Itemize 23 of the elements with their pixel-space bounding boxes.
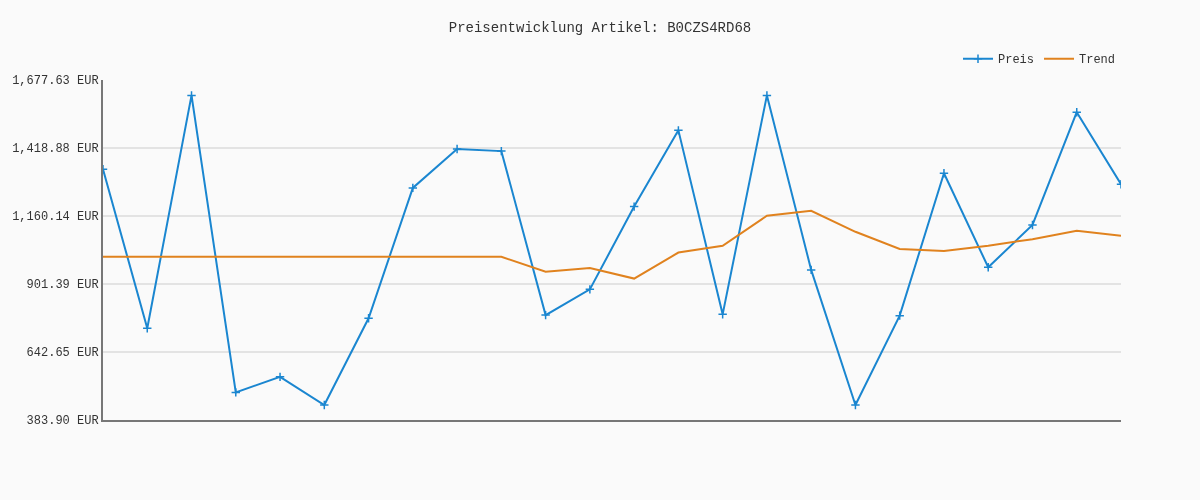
legend-label: Preis [998, 53, 1035, 68]
point [319, 400, 330, 410]
y-tick-label: 1,418.88 EUR [12, 142, 99, 157]
point [230, 387, 241, 398]
point [939, 168, 949, 179]
y-tick-label: 642.65 EUR [26, 346, 99, 361]
point [540, 310, 551, 321]
point [850, 400, 861, 410]
point [496, 146, 507, 157]
point [806, 264, 817, 275]
chart-title: Preisentwicklung Artikel: B0CZS4RD68 [448, 20, 752, 37]
point [452, 144, 463, 154]
point [1027, 220, 1038, 230]
line-series [103, 209, 1121, 280]
legend-label: Trend [1079, 53, 1116, 68]
y-tick-label: 1,677.63 EUR [12, 74, 99, 89]
point [407, 182, 418, 193]
y-tick-label: 1,160.14 EUR [12, 210, 99, 225]
y-tick-label: 383.90 EUR [26, 414, 99, 429]
point [275, 371, 285, 382]
y-tick-label: 901.39 EUR [26, 278, 99, 293]
point [629, 201, 640, 212]
point [584, 284, 595, 295]
